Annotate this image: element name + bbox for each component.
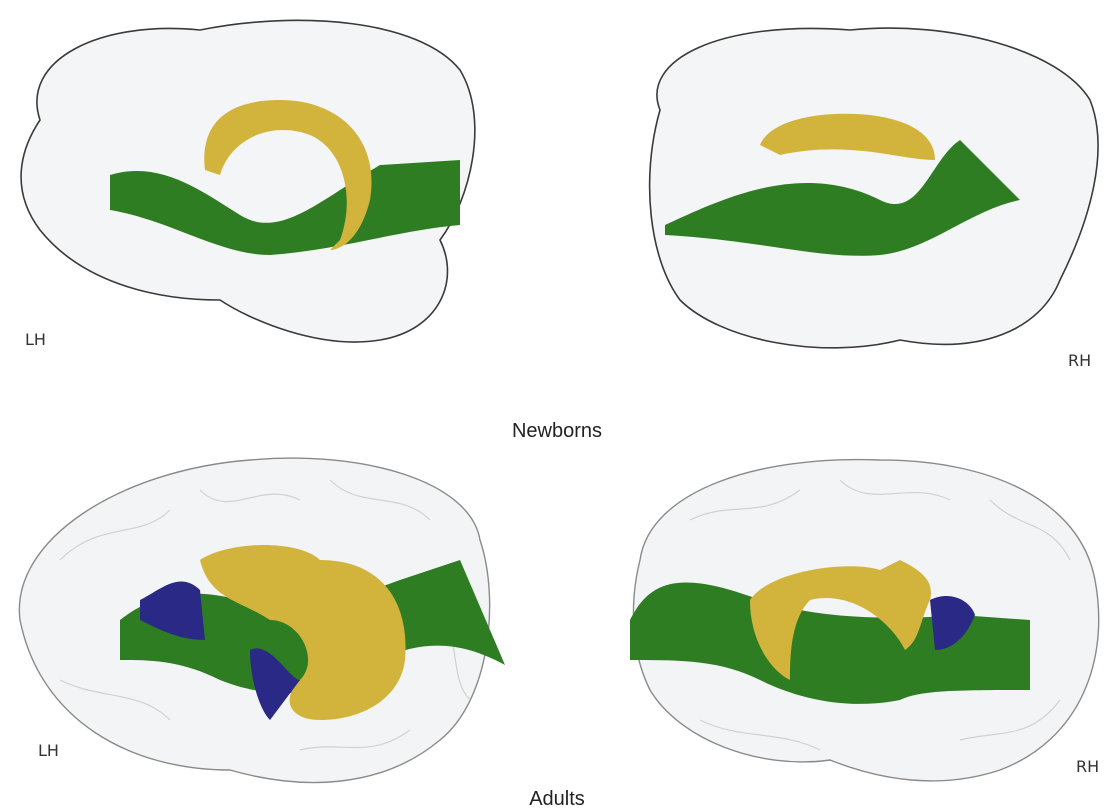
hemisphere-label: RH [1068,351,1091,370]
hemisphere-label: LH [25,330,46,349]
newborn-right-brain [650,28,1098,348]
hemisphere-label: RH [1076,757,1099,776]
adult-left-brain [19,458,505,782]
adult-right-brain [630,460,1099,781]
newborn-left-brain [21,20,475,342]
figure: LH RH Newborns LH RH Adults [0,0,1115,811]
hemisphere-label: LH [38,741,59,760]
section-title: Newborns [512,420,602,442]
section-title: Adults [529,788,585,810]
